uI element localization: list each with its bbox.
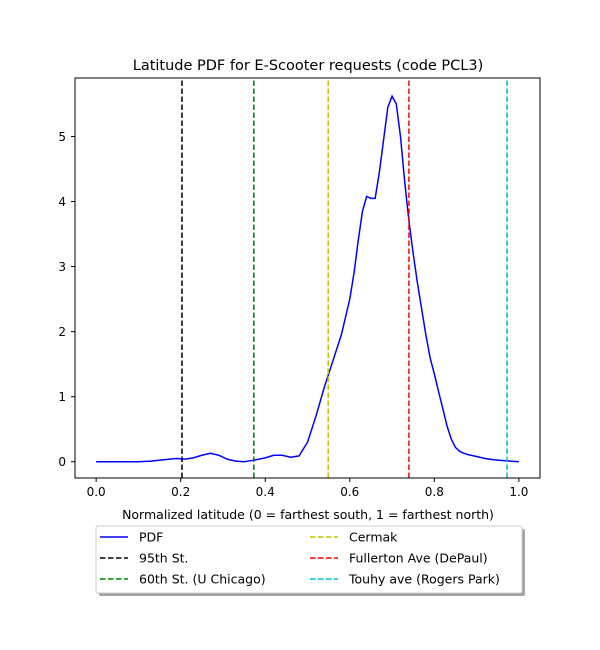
- x-tick-label: 0.0: [87, 485, 106, 499]
- x-axis-label: Normalized latitude (0 = farthest south,…: [122, 507, 494, 522]
- x-tick-label: 0.4: [256, 485, 275, 499]
- y-axis-ticks: 0 1 2 3 4 5: [58, 130, 75, 469]
- y-tick-label: 3: [58, 260, 66, 274]
- y-tick-label: 5: [58, 130, 66, 144]
- series-line-pdf: [96, 94, 519, 463]
- x-tick-label: 1.0: [509, 485, 528, 499]
- x-tick-label: 0.8: [425, 485, 444, 499]
- legend-box: [95, 525, 523, 594]
- y-tick-label: 1: [58, 390, 66, 404]
- legend-label-60th-st-u-chicago: 60th St. (U Chicago): [139, 572, 266, 587]
- legend-entries: PDF 95th St. 60th St. (U Chicago) Cermak Ful…: [100, 530, 500, 587]
- plot-lines: [96, 78, 519, 478]
- x-axis-ticks: 0.0 0.2 0.4 0.6 0.8 1.0: [87, 478, 528, 499]
- legend-label-touhy-ave-rogers-park: Touhy ave (Rogers Park): [348, 572, 500, 587]
- legend-label-pdf: PDF: [139, 530, 163, 545]
- x-tick-label: 0.2: [171, 485, 190, 499]
- x-tick-label: 0.6: [340, 485, 359, 499]
- chart-title: Latitude PDF for E-Scooter requests (cod…: [133, 58, 484, 74]
- legend-label-fullerton-ave-depaul: Fullerton Ave (DePaul): [349, 551, 488, 566]
- legend: PDF 95th St. 60th St. (U Chicago) Cermak Ful…: [95, 525, 525, 596]
- y-tick-label: 0: [58, 455, 66, 469]
- y-tick-label: 4: [58, 195, 66, 209]
- plot-frame: [74, 77, 541, 479]
- y-tick-label: 2: [58, 325, 66, 339]
- legend-label-95th-st: 95th St.: [139, 551, 189, 566]
- legend-label-cermak: Cermak: [349, 530, 398, 545]
